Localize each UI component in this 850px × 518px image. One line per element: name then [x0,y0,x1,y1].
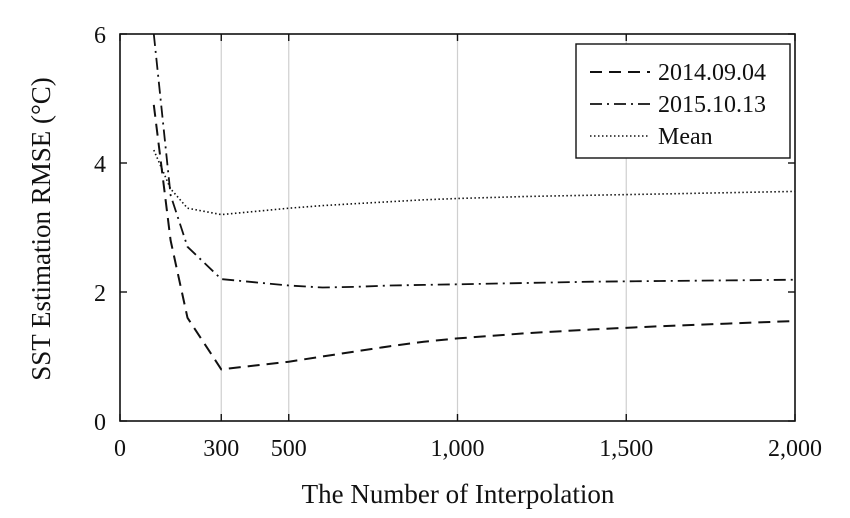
y-tick-label: 4 [94,152,106,178]
x-tick-label: 500 [271,436,307,462]
x-tick-label: 1,000 [431,436,485,462]
legend-label-mean: Mean [658,124,713,150]
axis-ticks [119,33,796,422]
legend-box [575,43,791,159]
legend-label-2014-09-04: 2014.09.04 [658,60,766,86]
x-tick-label: 2,000 [768,436,822,462]
y-tick-label: 6 [94,23,106,49]
y-tick-label: 2 [94,281,106,307]
series-line-2015-10-13 [152,33,796,289]
x-axis-title: The Number of Interpolation [302,479,615,509]
legend-label-2015-10-13: 2015.10.13 [658,92,766,118]
series-line-2014-09-04 [152,104,796,371]
tick-labels: 0 300 500 1,000 1,500 2,000 0 2 4 6 [94,23,822,462]
legend: 2014.09.04 2015.10.13 Mean [575,43,791,159]
series-lines [152,33,796,371]
y-tick-label: 0 [94,410,106,436]
x-tick-label: 300 [203,436,239,462]
x-tick-label: 0 [114,436,126,462]
x-tick-label: 1,500 [599,436,653,462]
series-line-mean [153,149,796,216]
y-axis-title: SST Estimation RMSE (°C) [26,77,56,381]
grid-lines [220,34,627,421]
